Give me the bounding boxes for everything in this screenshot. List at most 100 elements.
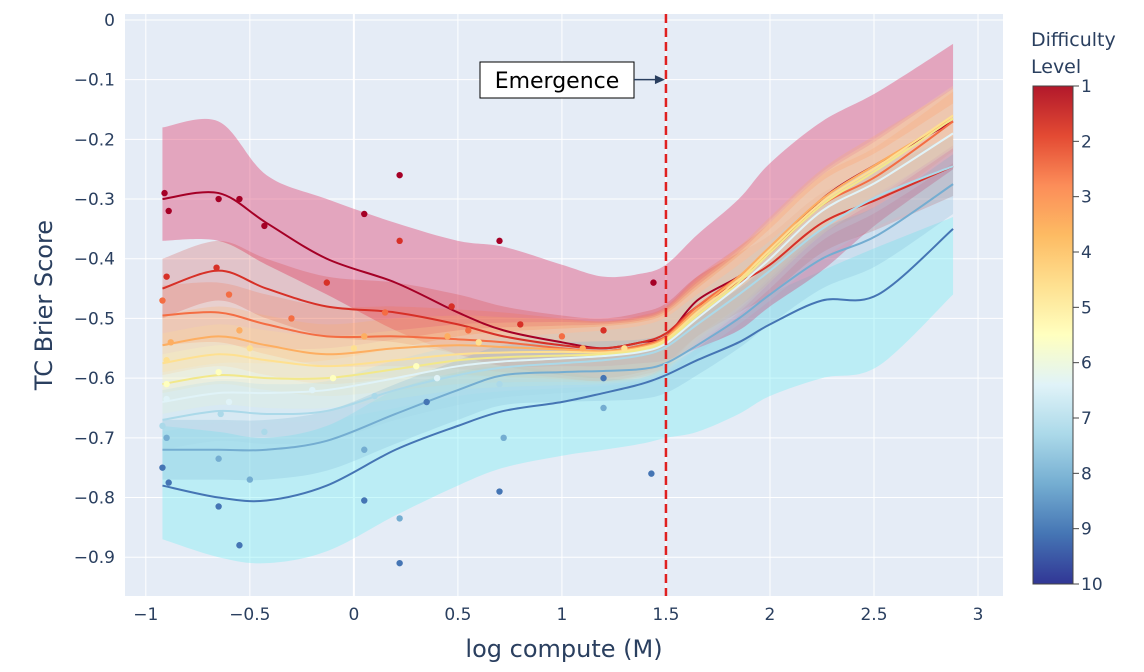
colorbar-ticks: 1 2 3 4 5 6 7 8 9 10: [1073, 77, 1103, 595]
colorbar-title-line2: Level: [1031, 56, 1081, 78]
scatter-point: [496, 488, 503, 495]
y-axis-ticks: 0 −0.1 −0.2 −0.3 −0.4 −0.5 −0.6 −0.7 −0.8 −0.9: [74, 11, 115, 568]
scatter-point: [246, 476, 254, 483]
annotation-arrowhead: [654, 75, 665, 85]
scatter-point: [167, 339, 174, 346]
scatter-point: [323, 279, 331, 286]
band-level-5: [162, 85, 954, 397]
scatter-point: [236, 195, 243, 203]
scatter-point: [396, 559, 403, 567]
scatter-point: [225, 398, 233, 406]
line-level-10: [162, 228, 954, 503]
colorbar-tick-label: 9: [1081, 520, 1092, 540]
y-tick-label: −0.6: [74, 369, 115, 389]
scatter-point: [423, 398, 430, 406]
scatter-point: [496, 237, 503, 245]
scatter-point: [600, 374, 607, 382]
scatter-point: [361, 497, 368, 504]
line-level-5: [162, 114, 954, 368]
scatter-point: [163, 434, 170, 442]
scatter-point: [309, 386, 316, 394]
scatter-point: [159, 464, 166, 471]
line-level-8: [162, 165, 954, 421]
x-tick-label: 2: [765, 605, 776, 625]
y-tick-label: −0.7: [74, 429, 115, 449]
scatter-point: [396, 237, 403, 245]
scatter-point: [621, 345, 628, 352]
colorbar-tick-label: 10: [1081, 575, 1103, 595]
colorbar-tick-label: 2: [1081, 132, 1092, 152]
scatter-point: [163, 273, 170, 280]
y-tick-label: −0.2: [74, 130, 115, 150]
emergence-annotation: Emergence: [479, 61, 665, 99]
scatter-point: [165, 479, 172, 486]
line-level-2: [162, 165, 954, 350]
scatter-point: [350, 345, 358, 352]
colorbar-tick-label: 7: [1081, 409, 1092, 429]
colorbar-tick-label: 5: [1081, 298, 1092, 318]
scatter-point: [600, 327, 607, 334]
scatter-point: [159, 297, 166, 304]
scatter-point: [444, 333, 451, 340]
scatter-point: [361, 446, 368, 453]
band-level-1: [162, 43, 954, 368]
scatter-point: [215, 368, 222, 376]
colorbar-tick-label: 4: [1081, 243, 1092, 263]
scatter-point: [246, 345, 254, 352]
scatter-point: [650, 279, 657, 286]
x-axis-title: log compute (M): [465, 635, 662, 663]
annotation-text: Emergence: [495, 69, 620, 94]
scatter-point: [329, 374, 337, 382]
band-level-9: [162, 154, 954, 481]
annotation-box: [479, 61, 635, 99]
y-tick-label: −0.1: [74, 71, 115, 91]
scatter-point: [496, 380, 503, 388]
scatter-point: [261, 428, 268, 436]
scatter-point: [215, 195, 222, 203]
line-level-4: [162, 117, 954, 356]
x-tick-label: 0: [348, 605, 359, 625]
x-tick-label: −0.5: [229, 605, 270, 625]
scatter-point: [413, 362, 420, 370]
x-tick-label: 3: [973, 605, 984, 625]
y-tick-label: −0.5: [74, 309, 115, 329]
scatter-point: [215, 455, 222, 462]
scatter-point: [165, 207, 172, 215]
scatter-point: [163, 395, 170, 403]
colorbar-tick-label: 3: [1081, 188, 1092, 208]
band-level-2: [162, 136, 954, 379]
scatter-point: [217, 410, 224, 418]
scatter-point: [225, 291, 233, 298]
band-level-4: [162, 88, 954, 385]
y-tick-label: 0: [104, 11, 115, 31]
scatter-point: [475, 339, 482, 346]
scatter-point: [213, 264, 220, 271]
x-tick-label: 2.5: [860, 605, 887, 625]
x-tick-label: 1.5: [652, 605, 679, 625]
scatter-point: [517, 321, 524, 328]
colorbar-tick-label: 6: [1081, 354, 1092, 374]
scatter-point: [288, 315, 295, 322]
x-tick-label: 1: [557, 605, 568, 625]
scatter-point: [163, 357, 170, 364]
scatter-point: [396, 171, 403, 179]
scatter-point: [163, 380, 170, 388]
band-level-10: [162, 216, 954, 564]
scatter-point: [600, 404, 607, 412]
scatter-point: [465, 327, 472, 334]
scatter-point: [579, 345, 586, 352]
scatter-point: [215, 503, 222, 510]
scatter-point: [361, 333, 368, 340]
colorbar-tick-label: 1: [1081, 77, 1092, 97]
scatter-point: [361, 210, 368, 218]
band-level-8: [162, 136, 954, 450]
scatter-point: [648, 470, 655, 477]
x-axis-ticks: −1 −0.5 0 0.5 1 1.5 2 2.5 3: [133, 605, 983, 625]
colorbar-gradient: [1032, 85, 1074, 585]
scatter-point: [161, 189, 168, 197]
x-tick-label: −1: [133, 605, 158, 625]
x-tick-label: 0.5: [444, 605, 471, 625]
scatter-point: [448, 303, 455, 310]
y-tick-label: −0.9: [74, 548, 115, 568]
